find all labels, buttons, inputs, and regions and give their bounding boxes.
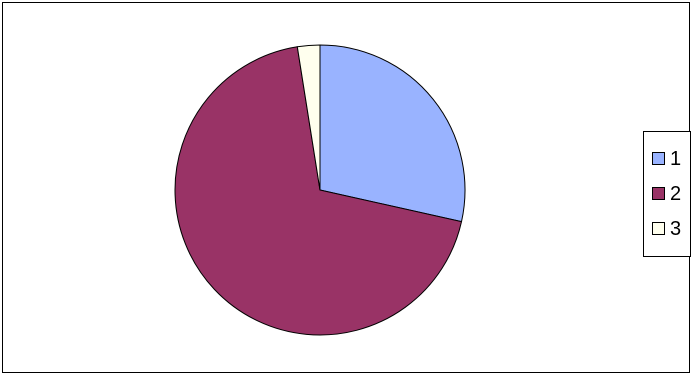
legend-swatch-2: [652, 187, 665, 200]
pie-slice-1: [319, 44, 466, 223]
legend: 1 2 3: [643, 131, 691, 257]
legend-item-1: 1: [644, 141, 690, 176]
legend-swatch-1: [652, 152, 665, 165]
legend-item-2: 2: [644, 176, 690, 211]
chart-frame: 1 2 3: [2, 2, 691, 373]
pie-chart: [174, 44, 466, 336]
legend-label-3: 3: [670, 217, 682, 240]
pie-slice-2: [174, 46, 463, 336]
pie-slice-3: [296, 44, 321, 191]
legend-item-3: 3: [644, 211, 690, 246]
legend-label-1: 1: [670, 147, 682, 170]
legend-swatch-3: [652, 222, 665, 235]
legend-label-2: 2: [670, 182, 682, 205]
